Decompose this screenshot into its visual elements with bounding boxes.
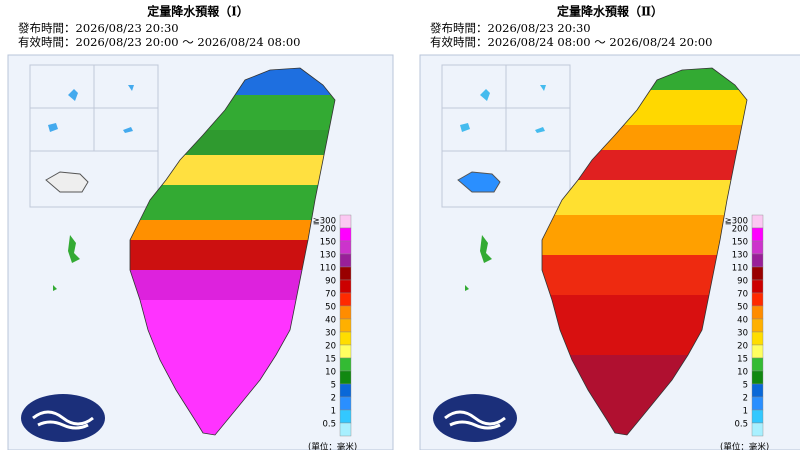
island bbox=[457, 171, 501, 193]
legend-label: 200 bbox=[732, 225, 748, 235]
island bbox=[460, 85, 546, 133]
legend-label: 90 bbox=[325, 277, 336, 287]
legend-unit: (單位：毫米) bbox=[308, 442, 357, 450]
legend-swatch bbox=[339, 279, 352, 294]
panel: 定量降水預報（Ⅱ） 發布時間：2026/08/23 20:30有效時間：2026/… bbox=[419, 4, 800, 450]
legend-label: 130 bbox=[320, 251, 336, 261]
island bbox=[53, 235, 80, 291]
panel-title: 定量降水預報（Ⅰ） bbox=[147, 4, 249, 19]
taiwan-outline bbox=[129, 67, 336, 436]
island bbox=[48, 85, 134, 133]
legend-swatch bbox=[751, 292, 764, 307]
legend-swatch bbox=[339, 383, 352, 398]
rain-band bbox=[130, 240, 335, 271]
legend-swatch bbox=[339, 344, 352, 359]
legend-label: 15 bbox=[325, 355, 336, 365]
legend-swatch bbox=[751, 422, 764, 437]
legend-swatch bbox=[339, 396, 352, 411]
legend-swatch bbox=[751, 331, 764, 346]
legend-label: 0.5 bbox=[322, 420, 336, 430]
legend-label: 10 bbox=[325, 368, 336, 378]
legend-swatch bbox=[751, 279, 764, 294]
logo-mark bbox=[32, 410, 94, 430]
legend-label: 110 bbox=[732, 264, 748, 274]
logo-mark bbox=[444, 410, 506, 430]
legend-label: 1 bbox=[743, 407, 748, 417]
rain-band bbox=[542, 215, 747, 256]
legend-swatch bbox=[751, 305, 764, 320]
legend-label: 130 bbox=[732, 251, 748, 261]
legend-swatch bbox=[339, 370, 352, 385]
legend-swatch bbox=[751, 383, 764, 398]
legend-swatch bbox=[751, 318, 764, 333]
legend-swatch bbox=[339, 240, 352, 255]
legend-label: 0.5 bbox=[734, 420, 748, 430]
legend-swatch bbox=[339, 292, 352, 307]
legend-swatch bbox=[339, 253, 352, 268]
legend-label: 150 bbox=[732, 238, 748, 248]
legend-label: 40 bbox=[737, 316, 748, 326]
legend-swatch bbox=[339, 422, 352, 437]
rain-band bbox=[130, 185, 335, 221]
valid-time: 有效時間：2026/08/24 08:00 ～ 2026/08/24 20:00 bbox=[430, 35, 712, 49]
taiwan-outline bbox=[541, 67, 748, 436]
legend-label: 20 bbox=[737, 342, 748, 352]
legend-swatch bbox=[339, 214, 352, 229]
legend-unit: (單位：毫米) bbox=[720, 442, 769, 450]
legend-label: ≧300 bbox=[725, 217, 748, 227]
legend-label: 1 bbox=[331, 407, 336, 417]
legend-swatch bbox=[751, 266, 764, 281]
legend-label: 50 bbox=[737, 303, 748, 313]
legend-label: 110 bbox=[320, 264, 336, 274]
legend-label: 2 bbox=[743, 394, 748, 404]
rain-band bbox=[542, 180, 747, 216]
legend-swatch bbox=[751, 253, 764, 268]
legend-label: 90 bbox=[737, 277, 748, 287]
legend-label: 30 bbox=[737, 329, 748, 339]
legend-label: 10 bbox=[737, 368, 748, 378]
legend-label: 2 bbox=[331, 394, 336, 404]
panel: 定量降水預報（Ⅰ） 發布時間：2026/08/23 20:30有效時間：2026/… bbox=[7, 4, 394, 450]
legend-swatch bbox=[751, 357, 764, 372]
legend-swatch bbox=[751, 409, 764, 424]
legend-label: 40 bbox=[325, 316, 336, 326]
island bbox=[465, 235, 492, 291]
issue-time: 發布時間：2026/08/23 20:30 bbox=[430, 21, 591, 35]
legend-swatch bbox=[751, 396, 764, 411]
valid-time: 有效時間：2026/08/23 20:00 ～ 2026/08/24 08:00 bbox=[18, 35, 300, 49]
legend-swatch bbox=[339, 318, 352, 333]
legend-label: 20 bbox=[325, 342, 336, 352]
legend-label: 50 bbox=[325, 303, 336, 313]
legend-label: 15 bbox=[737, 355, 748, 365]
legend-label: 70 bbox=[325, 290, 336, 300]
legend-swatch bbox=[339, 305, 352, 320]
legend-swatch bbox=[339, 331, 352, 346]
issue-time: 發布時間：2026/08/23 20:30 bbox=[18, 21, 179, 35]
rain-band bbox=[130, 220, 335, 241]
legend-swatch bbox=[339, 227, 352, 242]
legend-label: 5 bbox=[743, 381, 748, 391]
legend-swatch bbox=[339, 409, 352, 424]
legend-label: 150 bbox=[320, 238, 336, 248]
legend-swatch bbox=[751, 370, 764, 385]
legend-swatch bbox=[751, 344, 764, 359]
legend-swatch bbox=[751, 240, 764, 255]
legend-swatch bbox=[339, 266, 352, 281]
legend-swatch bbox=[751, 227, 764, 242]
legend-label: 30 bbox=[325, 329, 336, 339]
legend-swatch bbox=[339, 357, 352, 372]
legend-swatch bbox=[751, 214, 764, 229]
island bbox=[45, 171, 89, 193]
legend-label: ≧300 bbox=[313, 217, 336, 227]
panel-title: 定量降水預報（Ⅱ） bbox=[557, 4, 663, 19]
legend-label: 200 bbox=[320, 225, 336, 235]
legend-label: 5 bbox=[331, 381, 336, 391]
legend-label: 70 bbox=[737, 290, 748, 300]
